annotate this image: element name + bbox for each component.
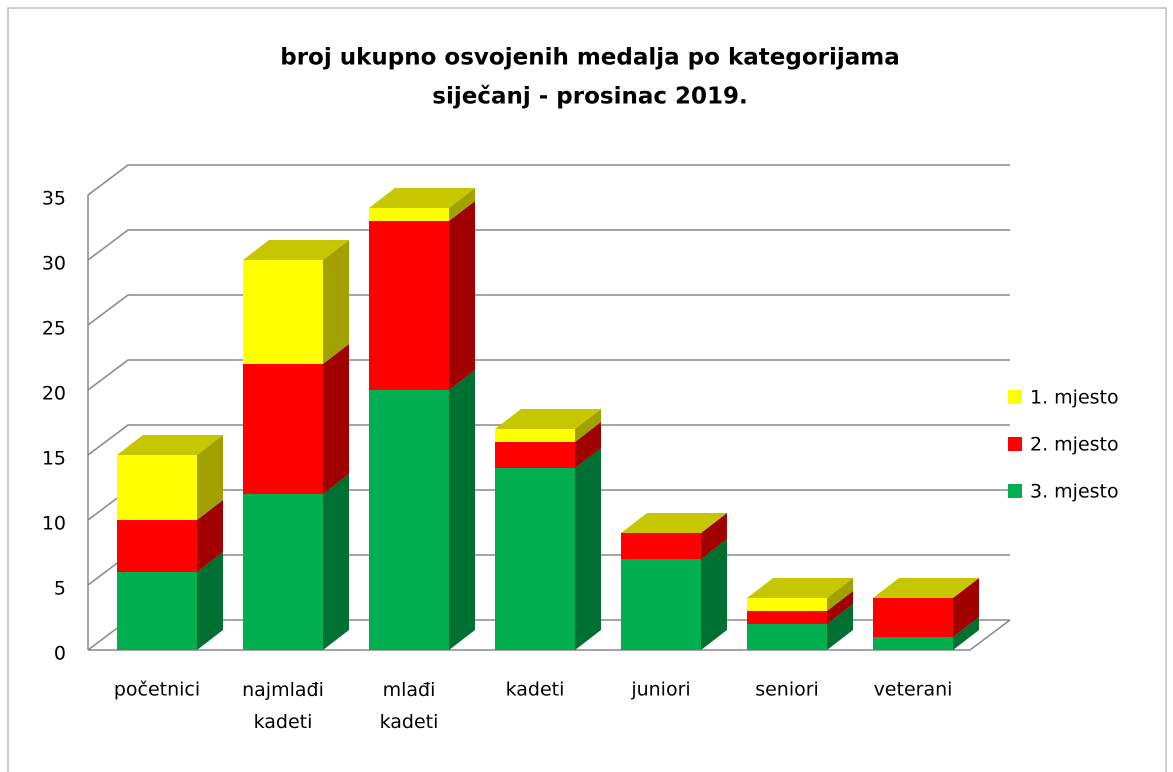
bar-side [953,578,979,637]
bar-segment [243,260,323,364]
bar-side [449,370,475,650]
legend-swatch [1008,437,1022,451]
bar-side [323,474,349,650]
bar-segment [747,611,827,624]
bar-side [323,344,349,494]
y-tick-label: 20 [42,383,66,405]
bar-side [827,604,853,650]
grid-line [87,229,1010,261]
bar-side [197,500,223,572]
x-tick-label: mlađi kadeti [380,679,439,733]
bar-segment [495,442,575,468]
bar-segment [117,520,197,572]
bar-side [827,578,853,611]
bar-segment [873,637,953,650]
bar-segment [369,208,449,221]
legend-label: 2. mjesto [1030,434,1119,456]
x-tick-label-line: kadeti [380,711,439,733]
grid-line [87,294,1010,326]
bar-segment [243,494,323,650]
bar-side [449,201,475,390]
bar-top [873,578,979,598]
bar-side [701,539,727,650]
y-tick-label: 15 [42,448,66,470]
chart-subtitle: siječanj - prosinac 2019. [432,84,748,110]
y-tick-label: 5 [54,578,66,600]
legend-label: 1. mjesto [1030,387,1119,409]
bar-side [449,188,475,221]
bar-segment [117,572,197,650]
bar-side [953,617,979,650]
x-tick-label: početnici [114,679,200,701]
bar-top [243,240,349,260]
y-tick-label: 10 [42,513,66,535]
legend-swatch [1008,390,1022,404]
bar-segment [873,598,953,637]
y-tick-label: 25 [42,318,66,340]
bar-side [323,240,349,364]
y-tick-label: 0 [54,643,66,665]
bar-side [197,552,223,650]
bar-side [575,409,601,442]
bar-segment [747,624,827,650]
bar-side [575,422,601,468]
y-tick-label: 35 [42,188,66,210]
x-tick-label: juniori [630,679,690,701]
bar-segment [495,429,575,442]
bar-segment [243,364,323,494]
bar-segment [117,455,197,520]
bar-segment [621,533,701,559]
bar-segment [495,468,575,650]
bar-segment [621,559,701,650]
x-tick-label: najmlađi kadeti [242,679,324,733]
bar-side [575,448,601,650]
bar-top [621,513,727,533]
bar-top [117,435,223,455]
chart-title: broj ukupno osvojenih medalja po kategor… [280,45,900,71]
grid-line [87,164,1010,196]
x-tick-label: kadeti [506,679,565,701]
y-tick-label: 30 [42,253,66,275]
bar-segment [369,390,449,650]
chart-frame [7,7,1167,772]
bar-top [495,409,601,429]
bar-side [701,513,727,559]
bar-top [369,188,475,208]
bar-segment [369,221,449,390]
bar-side [827,591,853,624]
bar-segment [747,598,827,611]
legend-swatch [1008,484,1022,498]
x-tick-label: veterani [874,679,953,701]
grid-line [87,359,1010,391]
x-tick-label-line: mlađi [383,679,436,701]
x-tick-label: seniori [755,679,819,701]
bar-side [197,435,223,520]
x-tick-label-line: kadeti [254,711,313,733]
x-tick-label-line: najmlađi [242,679,324,701]
grid-line [87,424,1010,456]
bar-top [747,578,853,598]
legend-label: 3. mjesto [1030,481,1119,503]
